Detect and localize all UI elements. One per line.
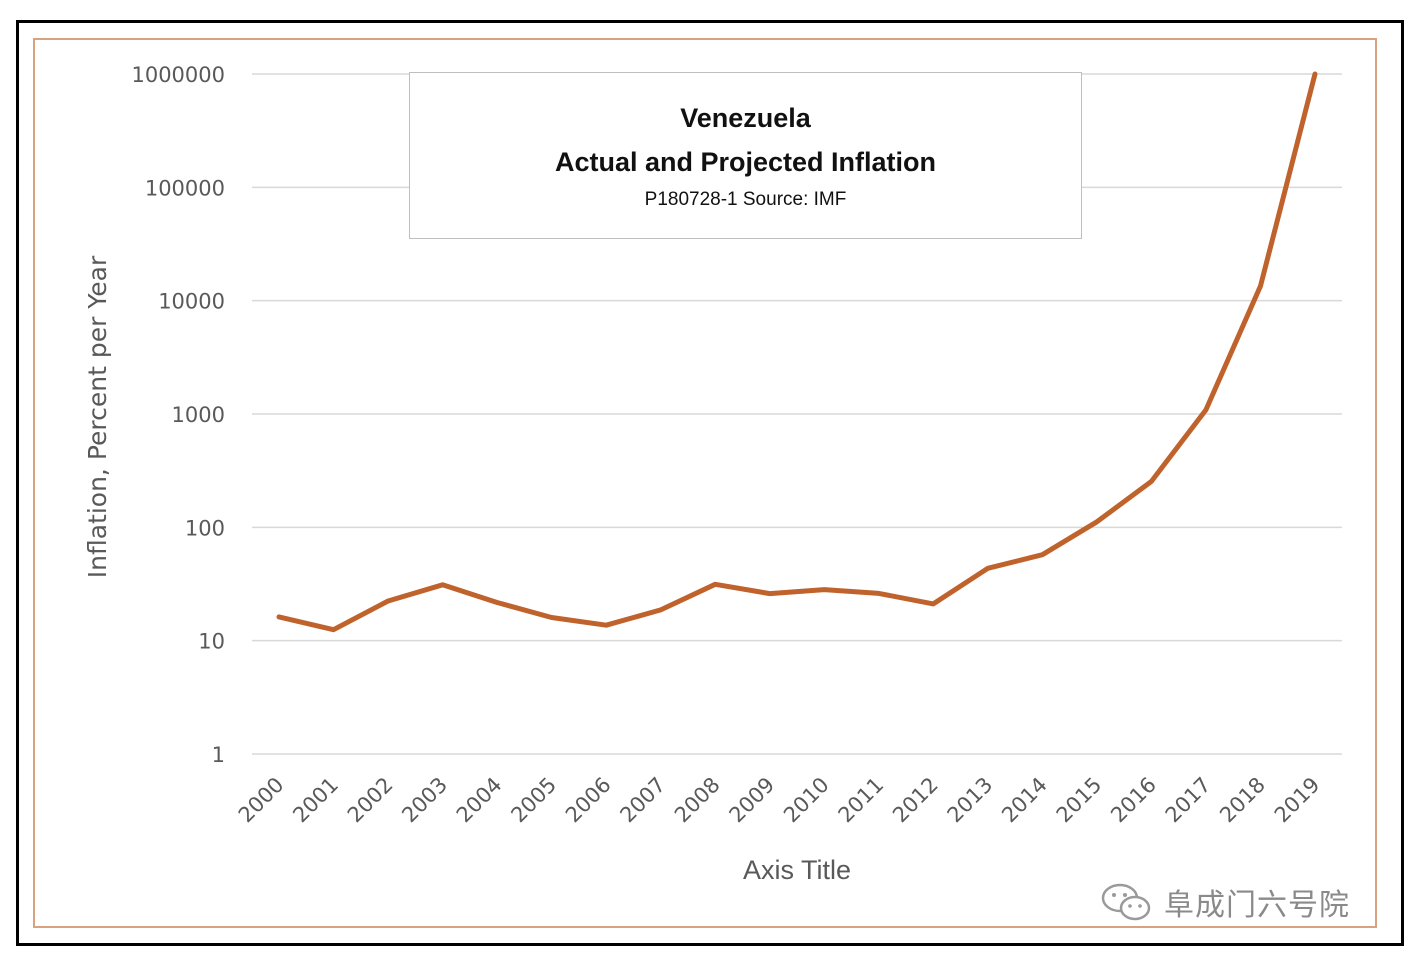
x-axis-ticks: 2000 2001 2002 2003 2004 2005 2006 2007 2008 2009… <box>234 773 1325 828</box>
y-tick-label: 10 <box>198 630 225 654</box>
outer-frame <box>16 20 1404 946</box>
x-axis-label: Axis Title <box>743 855 851 885</box>
chart-area-border <box>33 38 1377 928</box>
chart-source-note: P180728-1 Source: IMF <box>644 189 847 210</box>
y-tick-label: 100 <box>185 516 225 540</box>
x-tick-label: 2005 <box>506 773 561 828</box>
y-tick-label: 1 <box>212 743 225 767</box>
watermark: 阜成门六号院 <box>1098 880 1350 924</box>
x-tick-label: 2016 <box>1106 773 1161 828</box>
x-tick-label: 2009 <box>725 773 780 828</box>
x-tick-label: 2007 <box>615 773 670 828</box>
x-tick-label: 2003 <box>397 773 452 828</box>
x-tick-label: 2008 <box>670 773 725 828</box>
y-tick-label: 1000000 <box>131 63 225 87</box>
x-tick-label: 2006 <box>561 773 616 828</box>
watermark-text: 阜成门六号院 <box>1164 888 1350 923</box>
x-tick-label: 2000 <box>234 773 289 828</box>
x-tick-label: 2015 <box>1052 773 1107 828</box>
chart-title-box: Venezuela Actual and Projected Inflation… <box>409 72 1082 239</box>
x-tick-label: 2001 <box>288 773 343 828</box>
y-axis-label: Inflation, Percent per Year <box>83 255 112 578</box>
x-tick-label: 2004 <box>452 773 507 828</box>
x-tick-label: 2012 <box>888 773 943 828</box>
x-tick-label: 2011 <box>834 773 889 828</box>
x-tick-label: 2019 <box>1270 773 1325 828</box>
x-tick-label: 2013 <box>943 773 998 828</box>
x-tick-label: 2018 <box>1215 773 1270 828</box>
wechat-icon <box>1101 883 1151 921</box>
y-tick-label: 100000 <box>145 176 225 200</box>
y-axis-ticks: 1 10 100 1000 10000 100000 1000000 <box>131 63 225 767</box>
y-tick-label: 1000 <box>172 403 225 427</box>
chart-title: Venezuela <box>680 103 811 133</box>
y-tick-label: 10000 <box>158 290 225 314</box>
inflation-series-line <box>276 71 1318 633</box>
x-tick-label: 2010 <box>779 773 834 828</box>
x-tick-label: 2017 <box>1161 773 1216 828</box>
x-tick-label: 2002 <box>343 773 398 828</box>
x-tick-label: 2014 <box>997 773 1052 828</box>
chart-subtitle: Actual and Projected Inflation <box>554 147 937 177</box>
